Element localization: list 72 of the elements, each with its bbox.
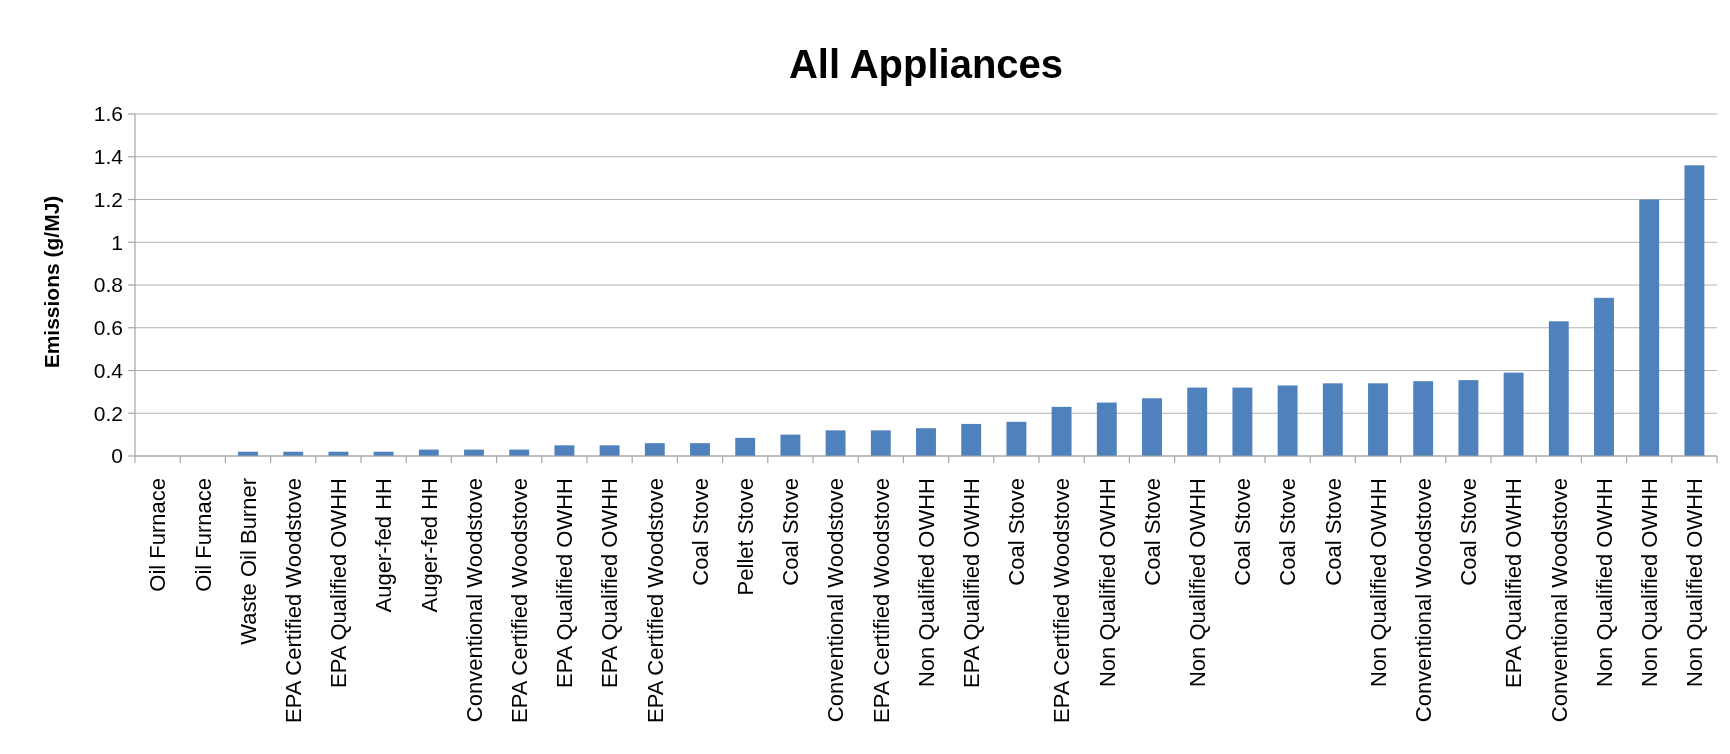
- bar: [735, 437, 756, 456]
- bar: [916, 428, 936, 456]
- x-tick-label: Non Qualified OWHH: [1682, 478, 1708, 688]
- bar: [1322, 383, 1343, 456]
- x-tick-label: EPA Qualified OWHH: [1501, 478, 1527, 688]
- bar: [825, 430, 846, 456]
- y-tick-label: 0: [111, 444, 123, 468]
- x-tick-label: Non Qualified OWHH: [1184, 478, 1210, 688]
- x-tick-label: EPA Certified Woodstove: [506, 478, 532, 723]
- y-tick-label: 1.4: [93, 145, 124, 169]
- x-tick-label: EPA Qualified OWHH: [958, 478, 984, 688]
- bar: [1232, 387, 1253, 456]
- bar: [1413, 381, 1434, 456]
- bar: [780, 434, 801, 456]
- bar: [1006, 421, 1027, 456]
- bar: [1277, 385, 1298, 456]
- x-tick-label: Coal Stove: [1275, 478, 1301, 586]
- y-tick-label: 1.2: [93, 187, 123, 211]
- x-tick-label: Non Qualified OWHH: [1365, 478, 1391, 688]
- bar: [690, 443, 710, 456]
- y-tick-label: 0.4: [93, 358, 124, 382]
- x-tick-label: Conventional Woodstove: [823, 478, 849, 723]
- x-tick-label: Coal Stove: [1230, 478, 1256, 586]
- x-tick-label: Auger-fed HH: [416, 478, 442, 613]
- chart-title: All Appliances: [788, 42, 1064, 86]
- x-tick-label: EPA Certified Woodstove: [280, 478, 306, 723]
- x-tick-label: EPA Qualified OWHH: [552, 478, 578, 688]
- bar: [554, 445, 575, 456]
- x-tick-label: EPA Qualified OWHH: [597, 478, 623, 688]
- y-tick-label: 0.8: [93, 273, 123, 297]
- bar: [1503, 372, 1524, 456]
- y-tick-label: 1: [111, 230, 123, 254]
- x-tick-label: Non Qualified OWHH: [1094, 478, 1120, 688]
- y-tick-label: 1.6: [93, 102, 123, 126]
- bar: [644, 443, 665, 456]
- x-tick-label: Pellet Stove: [732, 478, 758, 596]
- x-tick-label: Coal Stove: [1320, 478, 1346, 586]
- x-tick-label: EPA Certified Woodstove: [868, 478, 894, 723]
- bar: [1187, 387, 1208, 456]
- x-tick-label: Conventional Woodstove: [461, 478, 487, 723]
- y-axis-title: Emissions (g/MJ): [40, 195, 64, 369]
- bar: [1051, 406, 1072, 456]
- x-tick-label: Conventional Woodstove: [1410, 478, 1436, 723]
- x-tick-label: EPA Certified Woodstove: [1049, 478, 1075, 723]
- bar: [1594, 297, 1614, 456]
- y-tick-label: 0.2: [93, 401, 123, 425]
- x-tick-label: Waste Oil Burner: [235, 478, 261, 645]
- bar: [1458, 380, 1479, 456]
- bar: [1142, 398, 1162, 456]
- y-tick-label: 0.6: [93, 316, 123, 340]
- bar: [1639, 199, 1660, 456]
- bar: [1684, 165, 1705, 456]
- bar: [1548, 321, 1569, 456]
- bar: [1096, 402, 1117, 456]
- x-tick-label: EPA Qualified OWHH: [326, 478, 352, 688]
- x-tick-label: Coal Stove: [1456, 478, 1482, 586]
- x-tick-label: Coal Stove: [1139, 478, 1165, 586]
- bar: [599, 445, 620, 456]
- x-tick-label: Coal Stove: [687, 478, 713, 586]
- bar: [1368, 383, 1388, 456]
- x-tick-label: Oil Furnace: [145, 478, 171, 592]
- bar: [870, 430, 891, 456]
- x-tick-label: Non Qualified OWHH: [1636, 478, 1662, 688]
- x-tick-label: Oil Furnace: [190, 478, 216, 592]
- x-tick-label: Non Qualified OWHH: [913, 478, 939, 688]
- bar: [961, 423, 982, 456]
- x-tick-label: Coal Stove: [778, 478, 804, 586]
- x-tick-label: Conventional Woodstove: [1546, 478, 1572, 723]
- x-tick-label: Auger-fed HH: [371, 478, 397, 613]
- x-tick-label: EPA Certified Woodstove: [642, 478, 668, 723]
- x-tick-label: Coal Stove: [1004, 478, 1030, 586]
- x-tick-label: Non Qualified OWHH: [1591, 478, 1617, 688]
